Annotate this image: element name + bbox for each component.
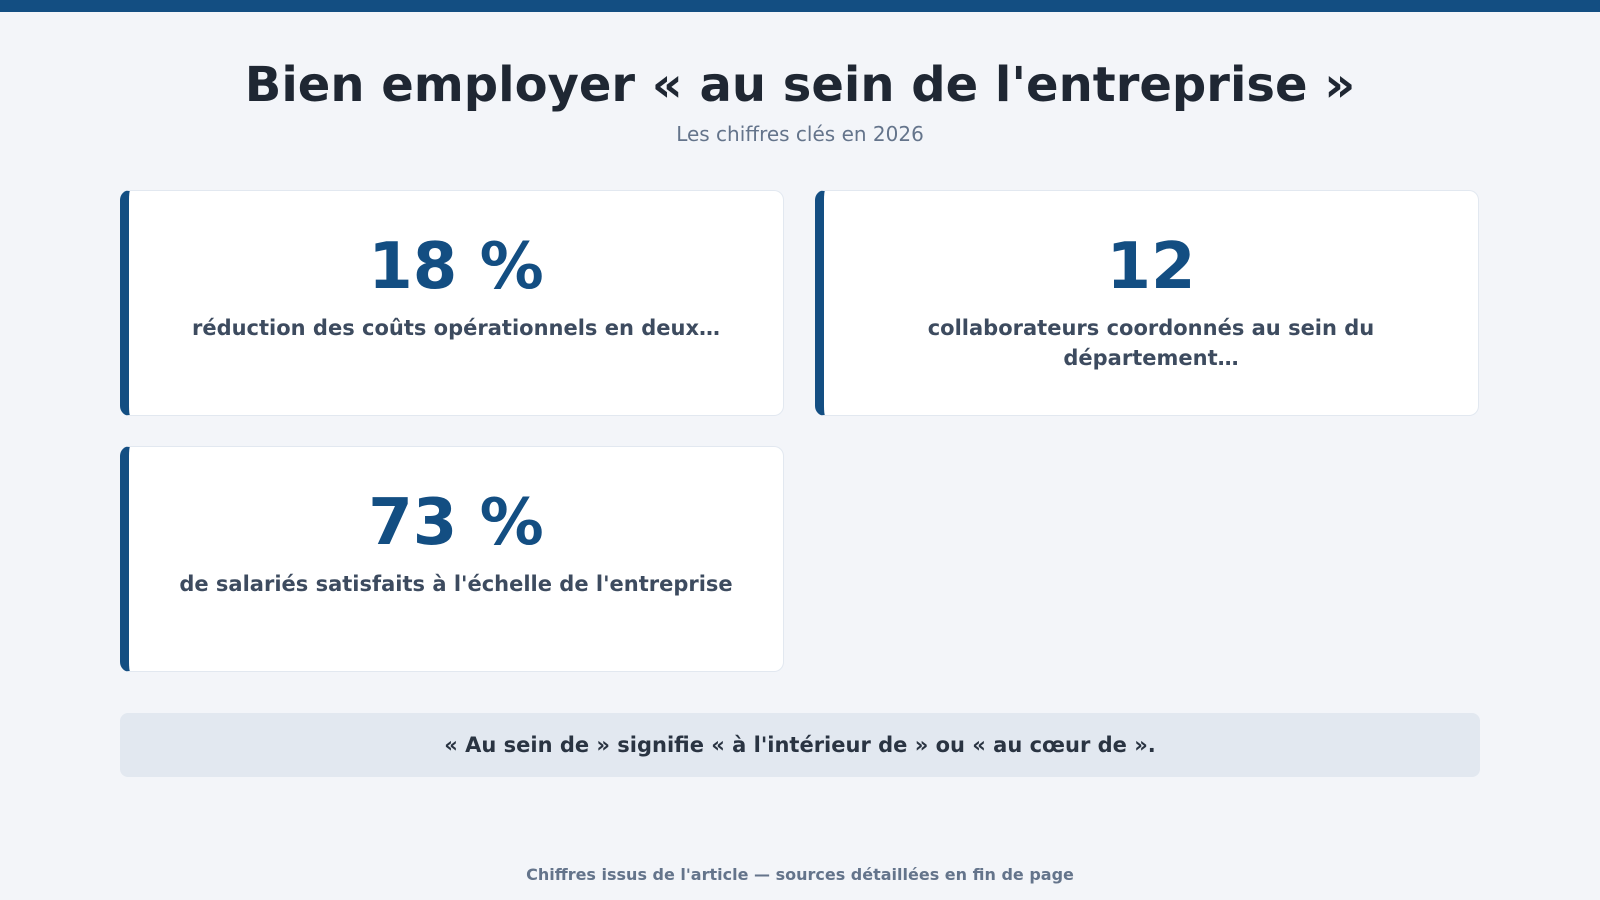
stat-label: réduction des coûts opérationnels en deu… xyxy=(191,316,721,340)
page-title: Bien employer « au sein de l'entreprise … xyxy=(244,57,1356,113)
definition-note: « Au sein de » signifie « à l'intérieur … xyxy=(120,713,1480,777)
stat-label: collaborateurs coordonnés au sein du dép… xyxy=(927,316,1375,370)
stat-label: de salariés satisfaits à l'échelle de l'… xyxy=(179,572,733,596)
top-accent-bar xyxy=(0,0,1600,12)
stat-card-cost-reduction: 18 % réduction des coûts opérationnels e… xyxy=(120,190,784,416)
stat-card-satisfaction: 73 % de salariés satisfaits à l'échelle … xyxy=(120,446,784,672)
page-subtitle: Les chiffres clés en 2026 xyxy=(676,122,924,146)
footer-source-note: Chiffres issus de l'article — sources dé… xyxy=(526,865,1074,884)
stat-card-collaborators: 12 collaborateurs coordonnés au sein du … xyxy=(815,190,1479,416)
stat-value: 73 % xyxy=(368,486,544,560)
stat-value: 18 % xyxy=(368,230,544,304)
stat-value: 12 xyxy=(1106,230,1196,304)
